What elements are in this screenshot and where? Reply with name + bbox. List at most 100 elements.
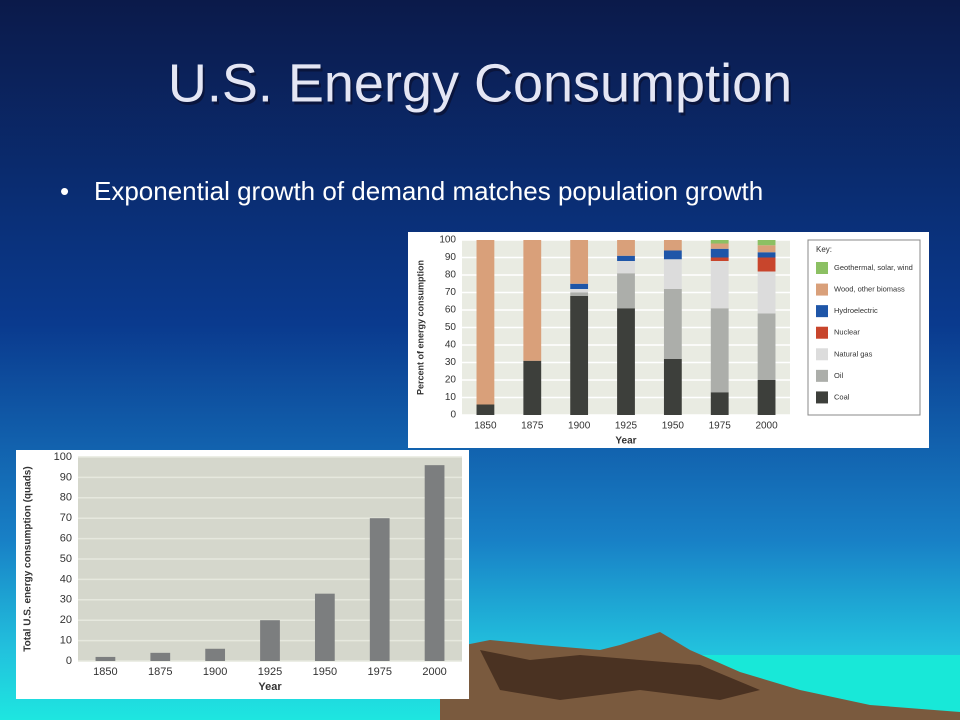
bar-segment bbox=[617, 308, 635, 415]
y-tick-label: 30 bbox=[445, 357, 457, 368]
bar-segment bbox=[710, 248, 729, 258]
legend-swatch bbox=[816, 283, 828, 296]
bar bbox=[260, 620, 280, 661]
bar-segment bbox=[570, 296, 589, 415]
legend-swatch bbox=[816, 348, 828, 361]
bar-segment bbox=[663, 250, 682, 260]
x-tick-label: 1875 bbox=[148, 666, 172, 678]
x-tick-label: 1875 bbox=[521, 421, 544, 432]
bar-segment bbox=[570, 289, 589, 293]
y-axis-label: Total U.S. energy consumption (quads) bbox=[23, 466, 34, 651]
y-tick-label: 20 bbox=[445, 375, 457, 386]
mountain-shade bbox=[480, 650, 760, 700]
y-tick-label: 30 bbox=[60, 594, 72, 606]
bar bbox=[369, 518, 390, 661]
bar-segment bbox=[663, 240, 682, 251]
legend-label: Geothermal, solar, wind bbox=[834, 263, 913, 272]
bar-segment bbox=[523, 360, 542, 415]
y-tick-label: 0 bbox=[66, 655, 72, 667]
y-tick-label: 60 bbox=[60, 533, 72, 545]
legend-label: Hydroelectric bbox=[834, 306, 878, 315]
x-tick-label: 1900 bbox=[568, 421, 591, 432]
bar-segment bbox=[757, 240, 776, 246]
y-tick-label: 40 bbox=[445, 340, 457, 351]
bar-segment bbox=[710, 392, 729, 415]
y-tick-label: 60 bbox=[445, 305, 457, 316]
slide-title: U.S. Energy Consumption bbox=[168, 53, 792, 113]
y-tick-label: 80 bbox=[60, 492, 72, 504]
y-tick-label: 50 bbox=[445, 322, 457, 333]
legend-swatch bbox=[816, 369, 828, 382]
bar-segment bbox=[617, 240, 635, 256]
legend-label: Natural gas bbox=[834, 349, 873, 358]
bar bbox=[205, 648, 226, 661]
y-tick-label: 100 bbox=[439, 235, 456, 246]
bar-segment bbox=[617, 255, 635, 261]
x-tick-label: 1925 bbox=[615, 421, 638, 432]
bar-segment bbox=[570, 292, 589, 296]
bar-segment bbox=[757, 245, 776, 253]
x-tick-label: 1975 bbox=[709, 421, 732, 432]
legend-label: Oil bbox=[834, 371, 844, 380]
bar bbox=[314, 593, 335, 661]
y-tick-label: 100 bbox=[54, 451, 72, 463]
legend-title: Key: bbox=[816, 245, 832, 254]
bar-segment bbox=[570, 283, 589, 289]
title-shadow: U.S. Energy Consumption bbox=[170, 56, 794, 116]
y-tick-label: 90 bbox=[445, 252, 457, 263]
bar-segment bbox=[710, 261, 729, 309]
x-tick-label: 1850 bbox=[474, 421, 497, 432]
x-axis-label: Year bbox=[615, 436, 636, 447]
y-tick-label: 20 bbox=[60, 614, 72, 626]
y-tick-label: 10 bbox=[445, 392, 457, 403]
y-tick-label: 10 bbox=[60, 635, 72, 647]
bar-segment bbox=[710, 243, 729, 249]
legend-swatch bbox=[816, 326, 828, 339]
x-tick-label: 1950 bbox=[313, 666, 337, 678]
x-tick-label: 1925 bbox=[258, 666, 282, 678]
legend-label: Wood, other biomass bbox=[834, 285, 905, 294]
bar-segment bbox=[757, 313, 776, 380]
bullet-dot: • bbox=[60, 176, 70, 206]
x-axis-label: Year bbox=[258, 681, 282, 693]
bar bbox=[424, 465, 445, 661]
x-tick-label: 2000 bbox=[422, 666, 446, 678]
y-tick-label: 80 bbox=[445, 270, 457, 281]
bar-segment bbox=[476, 404, 495, 415]
x-tick-label: 2000 bbox=[755, 421, 778, 432]
legend-label: Coal bbox=[834, 392, 850, 401]
legend-label: Nuclear bbox=[834, 328, 860, 337]
legend-swatch bbox=[816, 305, 828, 318]
y-tick-label: 40 bbox=[60, 573, 72, 585]
y-axis-label: Percent of energy consumption bbox=[415, 260, 425, 395]
bar-segment bbox=[663, 289, 682, 359]
bar-segment bbox=[663, 259, 682, 289]
bar-segment bbox=[757, 257, 776, 272]
bar-segment bbox=[523, 240, 542, 361]
bullet-item: • Exponential growth of demand matches po… bbox=[60, 174, 820, 208]
bullet-text: Exponential growth of demand matches pop… bbox=[94, 176, 764, 206]
bar-segment bbox=[757, 252, 776, 258]
bar-segment bbox=[570, 240, 589, 284]
y-tick-label: 50 bbox=[60, 553, 72, 565]
x-tick-label: 1900 bbox=[203, 666, 227, 678]
bar-segment bbox=[710, 257, 729, 261]
y-tick-label: 70 bbox=[60, 512, 72, 524]
bar-segment bbox=[617, 261, 635, 274]
bar-segment bbox=[617, 273, 635, 309]
bar-segment bbox=[663, 359, 682, 415]
legend-swatch bbox=[816, 391, 828, 404]
y-tick-label: 0 bbox=[450, 410, 456, 421]
bar-segment bbox=[710, 240, 729, 244]
x-tick-label: 1850 bbox=[93, 666, 117, 678]
y-tick-label: 90 bbox=[60, 471, 72, 483]
bar-segment bbox=[757, 271, 776, 314]
x-tick-label: 1975 bbox=[367, 666, 391, 678]
bar-segment bbox=[710, 308, 729, 393]
bar-segment bbox=[757, 380, 776, 415]
y-tick-label: 70 bbox=[445, 287, 457, 298]
legend-swatch bbox=[816, 262, 828, 274]
